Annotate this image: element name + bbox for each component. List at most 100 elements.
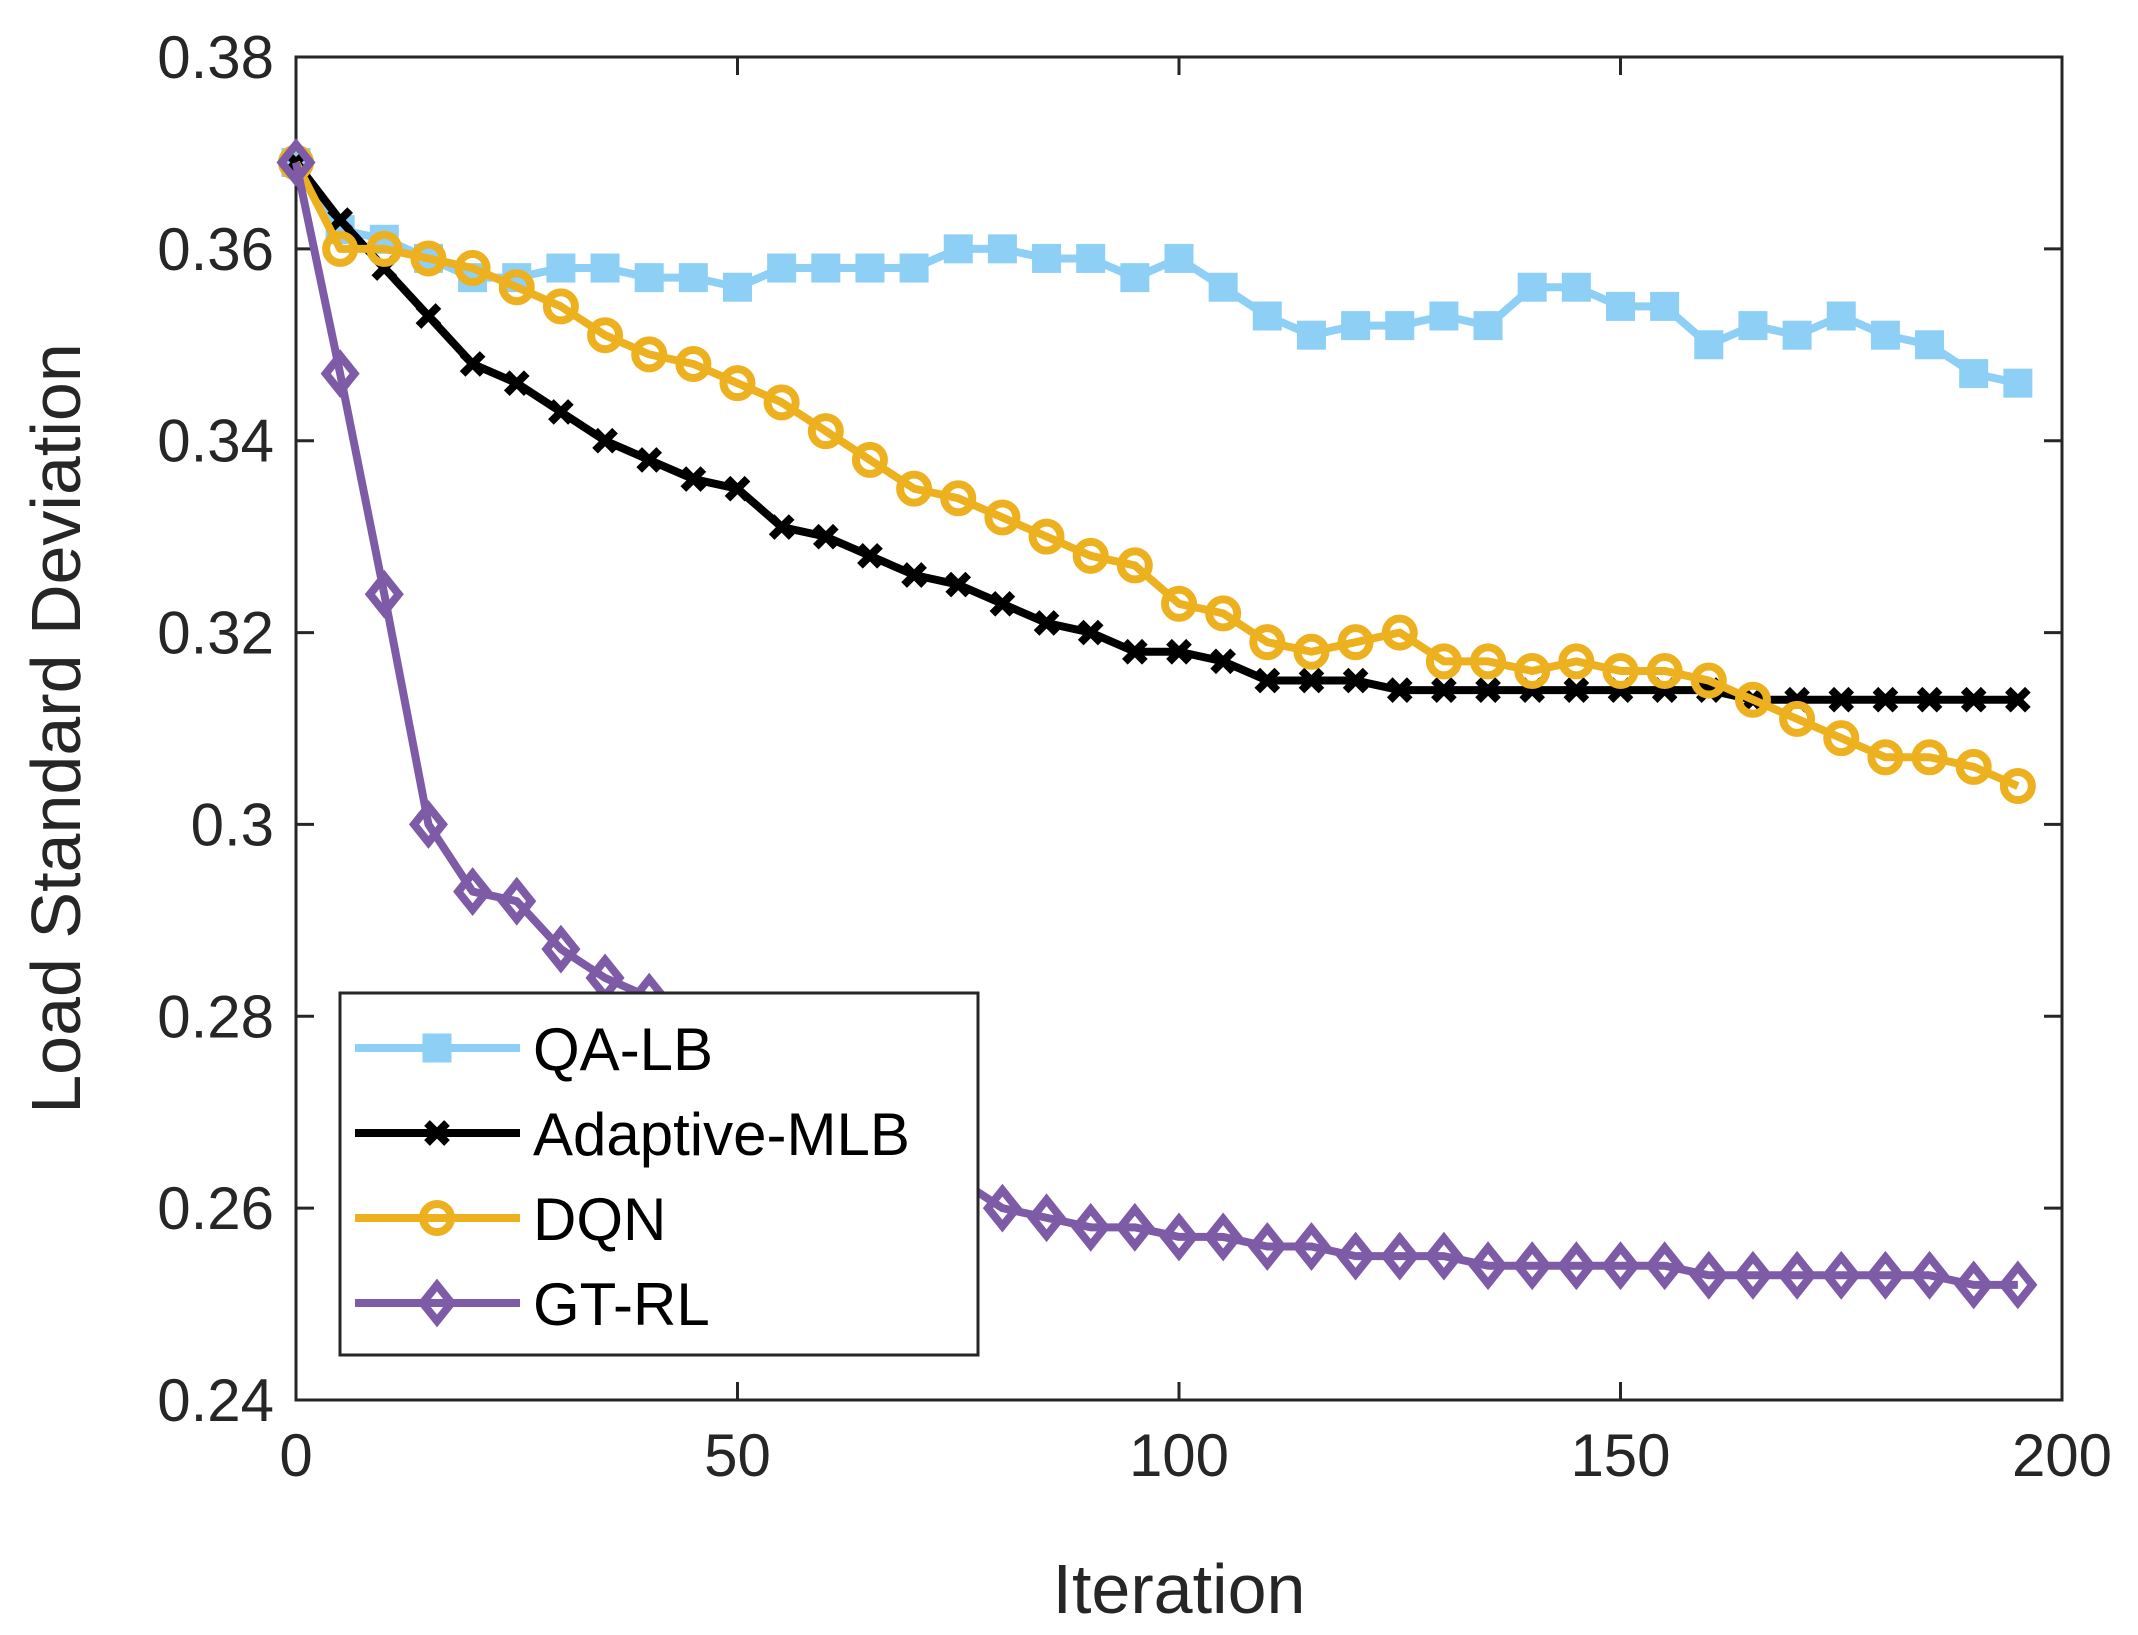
series-line-adaptive-mlb (292, 160, 2018, 704)
data-point-dqn (1381, 614, 1418, 651)
data-point-dqn (1867, 739, 1904, 776)
data-point-qa-lb (1517, 272, 1547, 302)
data-point-dqn (366, 230, 403, 267)
data-point-qa-lb (1252, 301, 1282, 331)
data-point-adaptive-mlb (327, 207, 353, 233)
data-point-adaptive-mlb (1033, 610, 1060, 636)
x-tick-label: 0 (279, 1422, 312, 1489)
data-point-adaptive-mlb (1166, 638, 1192, 665)
data-point-adaptive-mlb (857, 543, 883, 569)
data-point-qa-lb (1650, 291, 1680, 321)
data-point-dqn (1779, 700, 1816, 737)
legend-entry-adaptive-mlb: Adaptive-MLB (355, 1101, 910, 1168)
data-point-adaptive-mlb (1828, 686, 1855, 713)
data-point-gt-rl (1468, 1241, 1508, 1291)
data-point-adaptive-mlb (1872, 686, 1899, 713)
data-point-gt-rl (1027, 1193, 1067, 1243)
data-point-dqn (1690, 662, 1727, 699)
data-point-adaptive-mlb (636, 447, 663, 473)
data-point-gt-rl (1865, 1250, 1905, 1300)
data-point-dqn (631, 336, 668, 373)
y-tick-label: 0.32 (157, 600, 274, 667)
data-point-qa-lb (1429, 301, 1459, 331)
series-dqn (278, 144, 2036, 805)
data-point-dqn (851, 441, 888, 478)
data-point-dqn (1072, 537, 1109, 574)
legend: QA-LB Adaptive-MLB DQN GT-RL (338, 991, 980, 1357)
data-point-adaptive-mlb (548, 399, 574, 425)
data-point-gt-rl (1424, 1231, 1464, 1281)
data-point-gt-rl (1777, 1250, 1817, 1300)
data-point-gt-rl (982, 1183, 1022, 1233)
x-axis-label: Iteration (1053, 1550, 1306, 1628)
data-point-adaptive-mlb (1298, 667, 1325, 694)
data-point-dqn (1911, 739, 1948, 776)
data-point-adaptive-mlb (901, 562, 927, 588)
data-point-dqn (1337, 624, 1374, 661)
legend-swatch-marker (422, 1033, 452, 1063)
legend-label: QA-LB (533, 1016, 713, 1083)
data-point-gt-rl (1556, 1241, 1596, 1291)
data-point-gt-rl (1733, 1250, 1773, 1300)
data-point-qa-lb (1120, 263, 1150, 293)
data-point-gt-rl (1247, 1222, 1287, 1271)
data-point-dqn (1161, 585, 1197, 622)
series-line-dqn (292, 160, 2020, 790)
data-point-qa-lb (1738, 311, 1768, 341)
data-point-adaptive-mlb (1122, 638, 1148, 665)
data-point-qa-lb (1959, 359, 1989, 389)
data-point-qa-lb (1208, 272, 1238, 302)
data-point-adaptive-mlb (2005, 686, 2031, 713)
legend-label: GT-RL (533, 1271, 710, 1338)
data-point-qa-lb (634, 263, 664, 293)
legend-entry-gt-rl: GT-RL (355, 1271, 710, 1338)
y-tick-label: 0.38 (157, 24, 274, 91)
data-point-qa-lb (1870, 320, 1900, 350)
data-point-dqn (1205, 595, 1242, 632)
data-point-gt-rl (453, 867, 493, 916)
data-point-qa-lb (855, 253, 885, 283)
data-point-gt-rl (541, 924, 581, 974)
data-point-gt-rl (1600, 1241, 1641, 1291)
data-point-adaptive-mlb (1210, 648, 1236, 675)
data-point-dqn (410, 240, 447, 277)
data-point-dqn (896, 470, 933, 507)
data-point-gt-rl (1115, 1202, 1155, 1252)
legend-swatch-marker (417, 1278, 457, 1328)
data-point-qa-lb (678, 263, 708, 293)
y-tick-label: 0.36 (157, 216, 274, 283)
data-point-dqn (1602, 652, 1639, 689)
data-point-qa-lb (723, 272, 752, 302)
data-point-qa-lb (1694, 330, 1724, 360)
data-point-dqn (587, 317, 624, 354)
series-line-qa-lb (292, 160, 2019, 388)
data-point-dqn (1646, 652, 1683, 689)
y-tick-label: 0.34 (157, 408, 274, 475)
data-point-adaptive-mlb (1475, 677, 1501, 703)
data-point-gt-rl (1821, 1250, 1861, 1300)
x-tick-label: 200 (2012, 1422, 2112, 1489)
legend-swatch-marker (419, 1200, 455, 1236)
data-point-dqn (454, 250, 491, 287)
data-point-dqn (1249, 624, 1286, 661)
data-point-qa-lb (1473, 311, 1503, 341)
data-point-dqn (498, 269, 535, 306)
data-point-adaptive-mlb (459, 351, 486, 377)
data-point-adaptive-mlb (1386, 677, 1413, 703)
data-point-gt-rl (497, 876, 537, 926)
data-point-dqn (1558, 643, 1595, 680)
x-tick-label: 100 (1129, 1422, 1229, 1489)
data-point-gt-rl (1954, 1260, 1994, 1310)
data-point-dqn (1425, 643, 1462, 680)
data-point-dqn (1116, 547, 1153, 584)
legend-swatch-marker (424, 1120, 450, 1146)
data-point-gt-rl (1512, 1241, 1552, 1291)
data-point-adaptive-mlb (503, 370, 530, 396)
data-point-qa-lb (987, 234, 1017, 264)
data-point-dqn (675, 345, 712, 382)
legend-label: DQN (533, 1186, 666, 1253)
legend-entry-dqn: DQN (355, 1186, 666, 1253)
data-point-adaptive-mlb (680, 466, 707, 492)
data-point-qa-lb (1296, 320, 1326, 350)
y-axis-label: Load Standard Deviation (17, 343, 95, 1114)
